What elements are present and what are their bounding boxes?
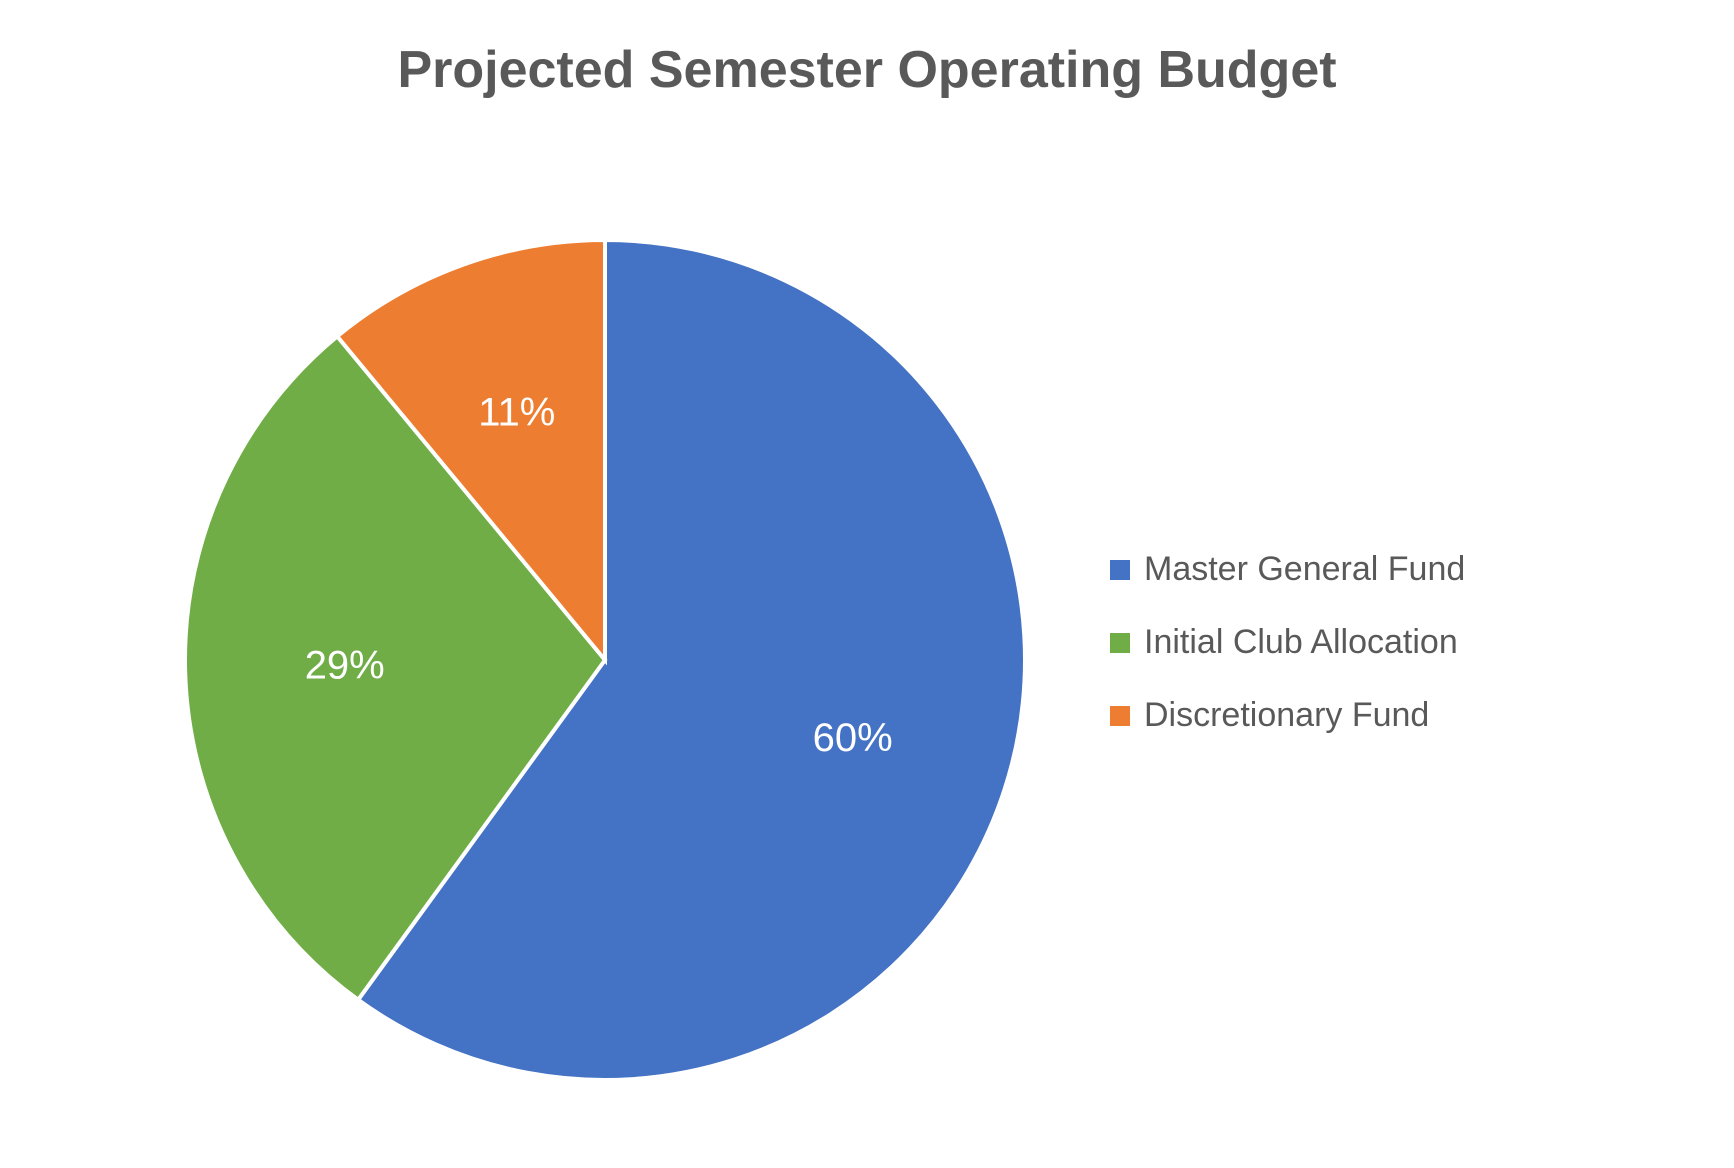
slice-label: 11%	[478, 391, 555, 435]
slice-label: 60%	[813, 716, 893, 760]
legend: Master General Fund Initial Club Allocat…	[1110, 550, 1465, 735]
slice-label: 29%	[305, 644, 385, 688]
legend-swatch	[1110, 633, 1130, 653]
legend-label: Discretionary Fund	[1144, 696, 1429, 735]
legend-item-master-general-fund: Master General Fund	[1110, 550, 1465, 589]
legend-swatch	[1110, 560, 1130, 580]
legend-label: Initial Club Allocation	[1144, 623, 1458, 662]
legend-swatch	[1110, 706, 1130, 726]
legend-item-initial-club-allocation: Initial Club Allocation	[1110, 623, 1465, 662]
chart-container: Projected Semester Operating Budget 60%2…	[0, 0, 1734, 1168]
pie-chart: 60% 29% 11%	[0, 0, 1734, 1168]
legend-item-discretionary-fund: Discretionary Fund	[1110, 696, 1465, 735]
legend-label: Master General Fund	[1144, 550, 1465, 589]
